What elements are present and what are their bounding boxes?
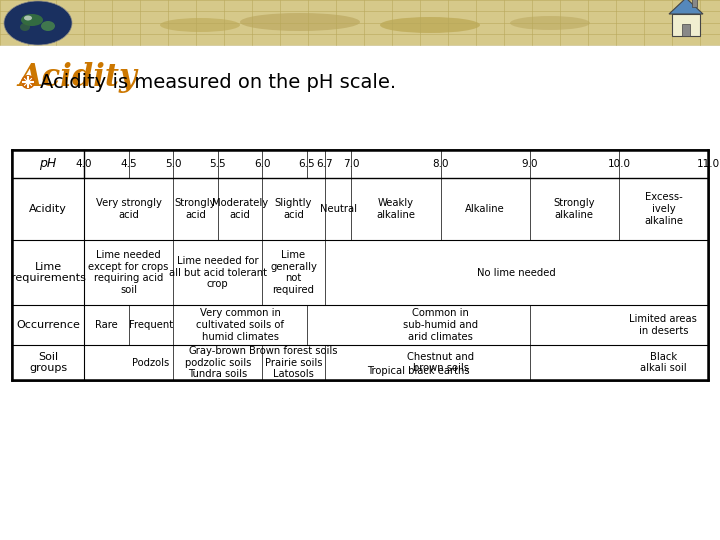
Text: Very common in
cultivated soils of
humid climates: Very common in cultivated soils of humid… <box>196 308 284 342</box>
Bar <box>692 0 697 7</box>
Text: Lime needed for
all but acid tolerant
crop: Lime needed for all but acid tolerant cr… <box>168 256 266 289</box>
Text: Frequent: Frequent <box>129 320 173 330</box>
Text: 4.5: 4.5 <box>120 159 137 169</box>
Bar <box>0 0 720 45</box>
Text: Black
alkali soil: Black alkali soil <box>640 352 687 373</box>
Text: Chestnut and
brown soils: Chestnut and brown soils <box>407 352 474 373</box>
Text: Neutral: Neutral <box>320 204 356 214</box>
Text: Common in
sub-humid and
arid climates: Common in sub-humid and arid climates <box>403 308 478 342</box>
Text: 11.0: 11.0 <box>696 159 719 169</box>
Text: Rare: Rare <box>95 320 117 330</box>
Bar <box>12 305 708 345</box>
Ellipse shape <box>41 21 55 31</box>
Bar <box>672 14 700 36</box>
Bar <box>12 240 708 305</box>
Bar <box>682 24 690 36</box>
Text: Weakly
alkaline: Weakly alkaline <box>377 198 415 220</box>
Text: Very strongly
acid: Very strongly acid <box>96 198 161 220</box>
Text: 6.0: 6.0 <box>254 159 271 169</box>
Bar <box>12 345 708 380</box>
Text: 6.5: 6.5 <box>299 159 315 169</box>
Text: Brown forest soils
Prairie soils
Latosols: Brown forest soils Prairie soils Latosol… <box>249 346 338 379</box>
Text: Slightly
acid: Slightly acid <box>275 198 312 220</box>
Ellipse shape <box>21 14 43 26</box>
Text: 7.0: 7.0 <box>343 159 360 169</box>
Text: Limited areas
in deserts: Limited areas in deserts <box>629 314 698 336</box>
Bar <box>12 150 708 178</box>
Ellipse shape <box>20 23 30 31</box>
Text: Strongly
alkaline: Strongly alkaline <box>554 198 595 220</box>
Ellipse shape <box>160 18 240 32</box>
Text: Tropical black earths: Tropical black earths <box>367 366 469 376</box>
Text: Acidity is measured on the pH scale.: Acidity is measured on the pH scale. <box>40 72 396 91</box>
Text: 10.0: 10.0 <box>608 159 630 169</box>
Text: Alkaline: Alkaline <box>465 204 505 214</box>
Text: Occurrence: Occurrence <box>16 320 80 330</box>
Bar <box>12 178 708 240</box>
Text: 4.0: 4.0 <box>76 159 92 169</box>
Ellipse shape <box>240 13 360 31</box>
Text: 5.0: 5.0 <box>165 159 181 169</box>
Text: No lime needed: No lime needed <box>477 267 556 278</box>
Text: Acidity: Acidity <box>18 62 137 93</box>
Text: pH: pH <box>40 158 57 171</box>
Circle shape <box>21 75 35 89</box>
Text: 6.7: 6.7 <box>316 159 333 169</box>
Bar <box>12 150 708 380</box>
Text: Moderately
acid: Moderately acid <box>212 198 268 220</box>
Text: Podzols: Podzols <box>132 357 169 368</box>
Text: Lime
requirements: Lime requirements <box>11 262 86 284</box>
Ellipse shape <box>4 1 72 45</box>
Text: Gray-brown
podzolic soils
Tundra soils: Gray-brown podzolic soils Tundra soils <box>184 346 251 379</box>
Polygon shape <box>669 0 703 14</box>
Text: Strongly
acid: Strongly acid <box>175 198 216 220</box>
Text: 5.5: 5.5 <box>210 159 226 169</box>
Ellipse shape <box>380 17 480 33</box>
Ellipse shape <box>510 16 590 30</box>
Text: Lime
generally
not
required: Lime generally not required <box>270 250 317 295</box>
Text: Lime needed
except for crops
requiring acid
soil: Lime needed except for crops requiring a… <box>89 250 168 295</box>
Text: 8.0: 8.0 <box>432 159 449 169</box>
Text: Soil
groups: Soil groups <box>29 352 67 373</box>
Text: Excess-
ively
alkaline: Excess- ively alkaline <box>644 192 683 226</box>
Text: 9.0: 9.0 <box>521 159 538 169</box>
Text: Acidity: Acidity <box>29 204 67 214</box>
Ellipse shape <box>24 16 32 21</box>
